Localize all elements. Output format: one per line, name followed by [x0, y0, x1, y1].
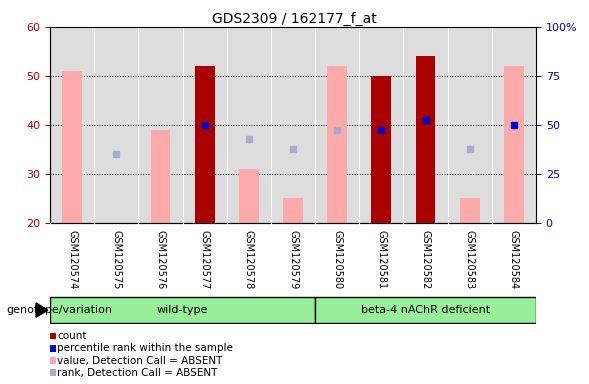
Bar: [327, 66, 347, 223]
Bar: [283, 198, 303, 223]
Bar: [151, 130, 170, 223]
Bar: [195, 66, 214, 223]
Text: GSM120575: GSM120575: [111, 230, 121, 289]
Text: GSM120576: GSM120576: [155, 230, 166, 289]
Text: rank, Detection Call = ABSENT: rank, Detection Call = ABSENT: [58, 368, 218, 378]
Polygon shape: [36, 303, 48, 317]
Text: GDS2309 / 162177_f_at: GDS2309 / 162177_f_at: [212, 12, 377, 26]
Text: wild-type: wild-type: [157, 305, 209, 315]
Text: GSM120577: GSM120577: [200, 230, 210, 289]
Text: GSM120574: GSM120574: [67, 230, 77, 289]
Text: count: count: [58, 331, 87, 341]
Text: GSM120583: GSM120583: [465, 230, 475, 289]
Bar: [62, 71, 82, 223]
Bar: [372, 76, 391, 223]
Text: percentile rank within the sample: percentile rank within the sample: [58, 343, 233, 353]
Text: GSM120584: GSM120584: [509, 230, 519, 289]
Bar: [416, 56, 435, 223]
Text: value, Detection Call = ABSENT: value, Detection Call = ABSENT: [58, 356, 223, 366]
Bar: [239, 169, 259, 223]
Text: GSM120578: GSM120578: [244, 230, 254, 289]
Text: GSM120582: GSM120582: [421, 230, 431, 289]
Text: GSM120581: GSM120581: [376, 230, 386, 289]
Bar: [50, 297, 315, 323]
Text: genotype/variation: genotype/variation: [6, 305, 112, 315]
Bar: [460, 198, 479, 223]
Text: GSM120580: GSM120580: [332, 230, 342, 289]
Text: GSM120579: GSM120579: [288, 230, 298, 289]
Text: beta-4 nAChR deficient: beta-4 nAChR deficient: [361, 305, 490, 315]
Bar: [315, 297, 536, 323]
Bar: [504, 66, 524, 223]
